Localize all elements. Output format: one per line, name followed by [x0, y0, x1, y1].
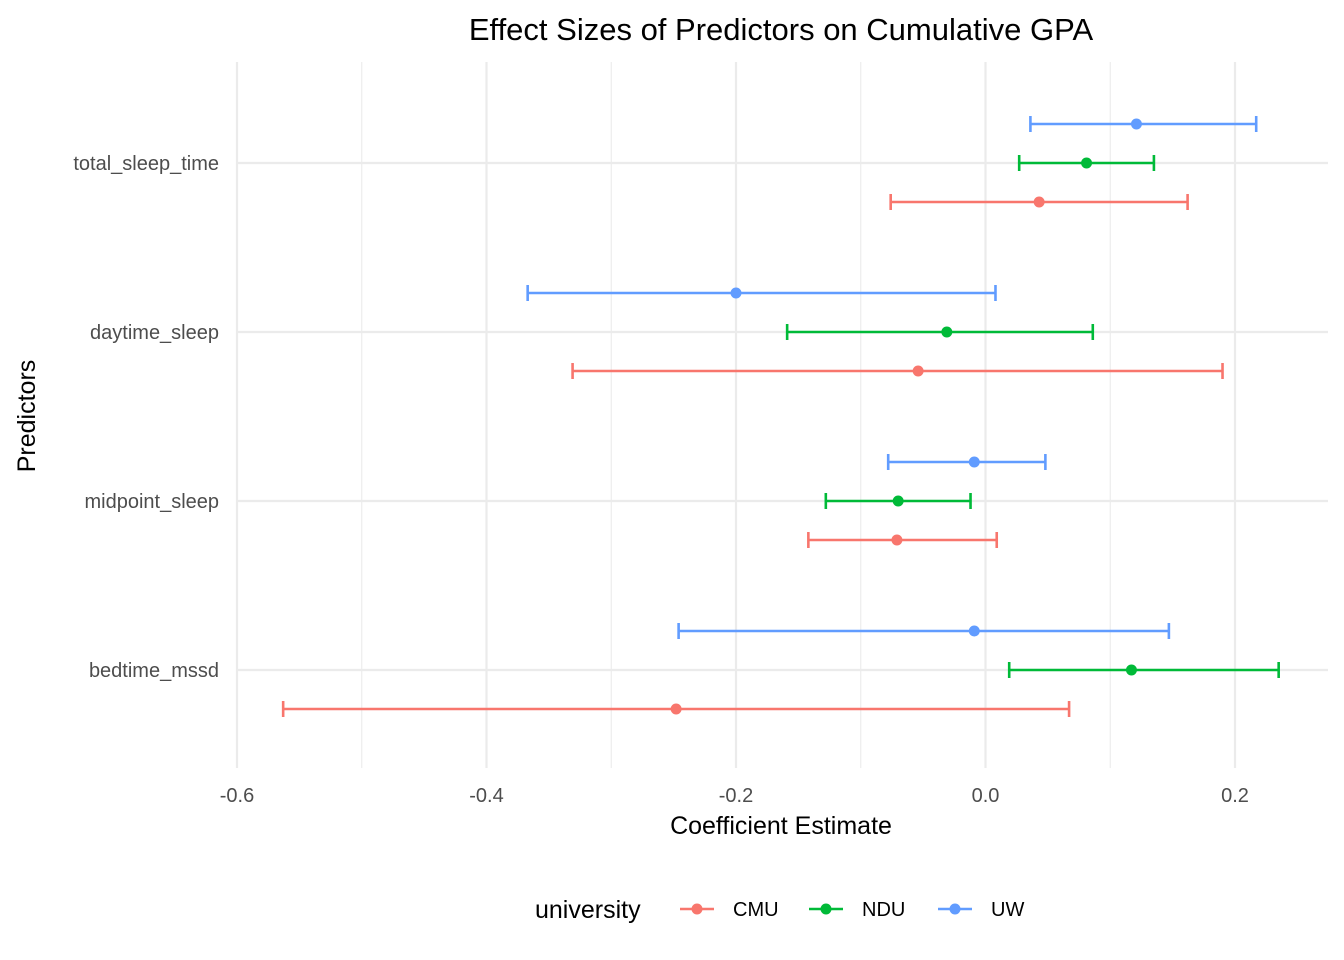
axis-ticks: -0.6 -0.4 -0.2 0.0 0.2 bedtime_mssd midpoint_s…: [73, 153, 1249, 807]
x-tick-label: -0.6: [220, 785, 254, 807]
y-tick-label: daytime_sleep: [90, 322, 219, 344]
estimate-point: [1130, 118, 1142, 130]
y-tick-label: total_sleep_time: [73, 153, 219, 175]
x-tick-label: -0.4: [469, 785, 503, 807]
x-tick-label: 0.0: [972, 785, 1000, 807]
legend-keys: CMU NDU UW: [680, 899, 1024, 921]
legend-label-cmu: CMU: [733, 899, 779, 921]
x-tick-label: -0.2: [719, 785, 753, 807]
estimate-point: [1033, 196, 1045, 208]
series-uw: [526, 116, 1258, 639]
series-ndu: [785, 155, 1280, 678]
estimate-point: [941, 326, 953, 338]
estimate-point: [1125, 664, 1137, 676]
legend-title: university: [535, 896, 641, 924]
estimate-point: [912, 365, 924, 377]
legend-label-ndu: NDU: [862, 899, 905, 921]
legend-label-uw: UW: [991, 899, 1024, 921]
estimate-point: [968, 625, 980, 637]
x-axis-title: Coefficient Estimate: [670, 812, 892, 840]
y-tick-label: midpoint_sleep: [84, 491, 219, 513]
estimate-point: [1081, 157, 1093, 169]
estimate-point: [892, 495, 904, 507]
estimate-point: [670, 703, 682, 715]
y-tick-label: bedtime_mssd: [89, 660, 219, 682]
estimate-point: [891, 534, 903, 546]
estimate-point: [730, 287, 742, 299]
estimate-point: [968, 456, 980, 468]
y-axis-title: Predictors: [13, 360, 41, 473]
chart-title: Effect Sizes of Predictors on Cumulative…: [469, 12, 1094, 47]
legend-key-point: [949, 903, 961, 915]
legend-key-point: [691, 903, 703, 915]
legend: university CMU NDU UW: [535, 896, 1024, 924]
legend-key-point: [820, 903, 832, 915]
grid: [235, 62, 1328, 768]
series-layer: [281, 116, 1280, 717]
x-tick-label: 0.2: [1221, 785, 1249, 807]
series-cmu: [281, 194, 1224, 717]
